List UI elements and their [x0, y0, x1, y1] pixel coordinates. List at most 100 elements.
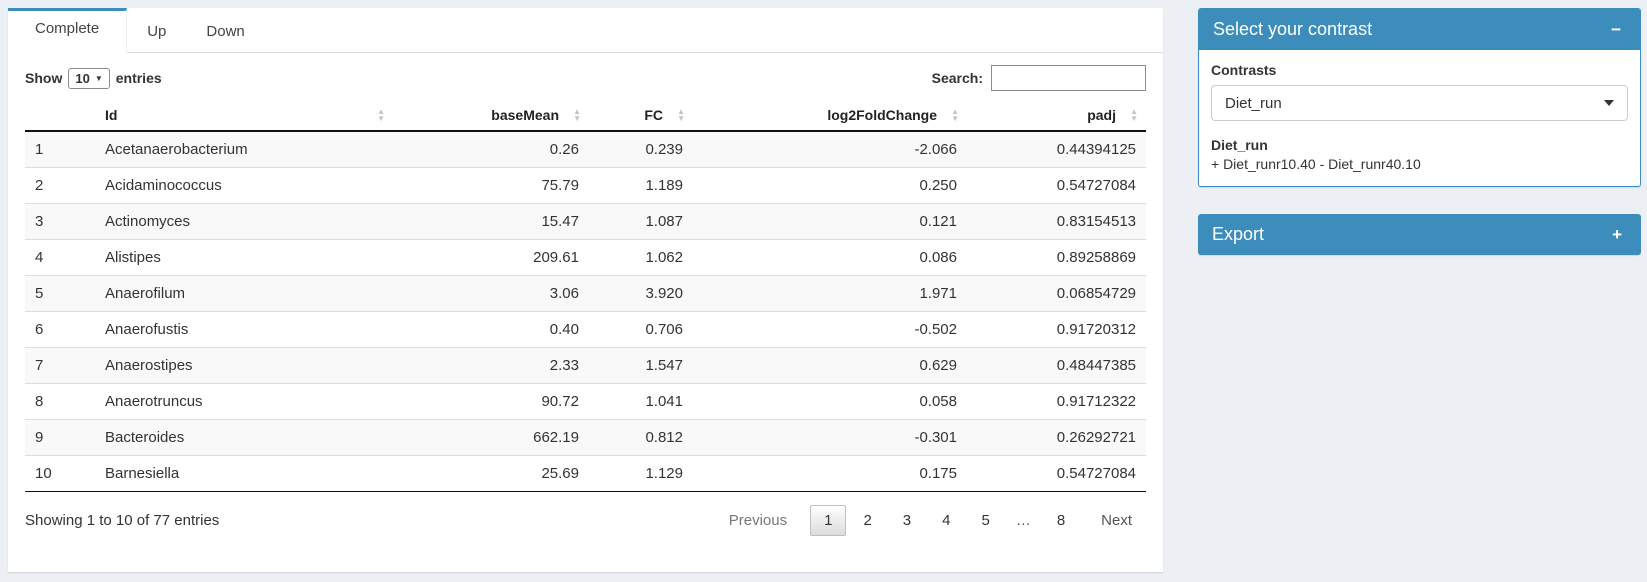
- tab-bar-filler: [264, 8, 1163, 53]
- export-box-header[interactable]: Export +: [1198, 214, 1641, 255]
- table-cell: 1.041: [589, 383, 693, 420]
- table-cell: 0.121: [693, 203, 967, 240]
- caret-down-icon: ▼: [94, 73, 103, 83]
- page-length-value: 10: [75, 70, 90, 86]
- row-index-cell: 1: [35, 141, 44, 158]
- pagination: Previous 1 2 3 4 5 … 8 Next: [712, 505, 1146, 536]
- pagination-page-3[interactable]: 3: [902, 512, 912, 529]
- table-cell: Alistipes: [95, 239, 393, 276]
- table-row: 6 Anaerofustis 0.40 0.706 -0.502 0.91720312: [25, 311, 1146, 348]
- table-cell: 0.44394125: [1056, 141, 1136, 158]
- table-cell: 1.971: [693, 275, 967, 312]
- pagination-page-2[interactable]: 2: [863, 512, 872, 529]
- page-length-select[interactable]: 10 ▼: [68, 67, 110, 89]
- table-cell: Barnesiella: [95, 455, 393, 492]
- table-cell: 3.920: [589, 275, 693, 312]
- column-header-fc[interactable]: FC ▲ ▼: [589, 100, 693, 132]
- expand-plus-icon[interactable]: +: [1612, 225, 1622, 244]
- show-label: Show: [25, 70, 63, 86]
- table-cell: 1.062: [589, 239, 693, 276]
- table-footer: Showing 1 to 10 of 77 entries Previous 1…: [8, 492, 1163, 549]
- column-header-index: [25, 100, 95, 132]
- pagination-next[interactable]: Next: [1101, 512, 1132, 529]
- table-cell: 0.250: [693, 167, 967, 204]
- table-row: 8 Anaerotruncus 90.72 1.041 0.058 0.91712322: [25, 383, 1146, 420]
- table-cell: 0.40: [393, 311, 589, 348]
- table-controls: Show 10 ▼ entries Search:: [8, 53, 1163, 100]
- sort-icon: ▲ ▼: [573, 107, 581, 123]
- table-cell: 90.72: [393, 383, 589, 420]
- tab-complete[interactable]: Complete: [8, 8, 128, 53]
- column-header-id[interactable]: Id ▲ ▼: [95, 100, 393, 132]
- search-control: Search:: [932, 65, 1146, 91]
- row-index-cell: 7: [25, 347, 95, 384]
- table-cell: 0.54727084: [967, 167, 1146, 204]
- table-cell: 0.48447385: [967, 347, 1146, 384]
- table-cell: Acetanaerobacterium: [105, 141, 248, 158]
- table-cell: Anaerotruncus: [95, 383, 393, 420]
- table-row: 9 Bacteroides 662.19 0.812 -0.301 0.26292721: [25, 419, 1146, 456]
- pagination-previous[interactable]: Previous: [728, 512, 788, 529]
- contrast-select[interactable]: Diet_run: [1211, 85, 1628, 121]
- table-cell: 3.06: [393, 275, 589, 312]
- row-index-cell: 4: [25, 239, 95, 276]
- table-cell: -0.502: [693, 311, 967, 348]
- column-header-basemean[interactable]: baseMean ▲ ▼: [393, 100, 589, 132]
- table-cell: 15.47: [393, 203, 589, 240]
- export-box-title: Export: [1212, 224, 1265, 244]
- sort-icon: ▲ ▼: [951, 107, 959, 123]
- table-cell: -2.066: [914, 141, 957, 158]
- sort-icon: ▲ ▼: [377, 107, 385, 123]
- contrast-box-header: Select your contrast −: [1199, 9, 1640, 50]
- page-length-control: Show 10 ▼ entries: [25, 67, 162, 89]
- column-header-log2foldchange[interactable]: log2FoldChange ▲ ▼: [693, 100, 967, 132]
- table-cell: 1.547: [589, 347, 693, 384]
- row-index-cell: 9: [25, 419, 95, 456]
- pagination-page-4[interactable]: 4: [942, 512, 951, 529]
- table-cell: 1.189: [589, 167, 693, 204]
- column-label: baseMean: [491, 107, 559, 123]
- table-cell: -0.301: [693, 419, 967, 456]
- pagination-page-5[interactable]: 5: [981, 512, 990, 529]
- pagination-ellipsis: …: [1015, 512, 1031, 529]
- row-index-cell: 6: [25, 311, 95, 348]
- table-row: 2 Acidaminococcus 75.79 1.189 0.250 0.5472708…: [25, 167, 1146, 204]
- table-row: 4 Alistipes 209.61 1.062 0.086 0.89258869: [25, 239, 1146, 276]
- table-cell: 0.239: [645, 141, 683, 158]
- column-label: padj: [1087, 107, 1116, 123]
- table-cell: 0.83154513: [967, 203, 1146, 240]
- pagination-page-1[interactable]: 1: [810, 505, 847, 536]
- tab-bar: Complete Up Down: [8, 8, 1163, 53]
- table-cell: 0.706: [589, 311, 693, 348]
- search-input[interactable]: [991, 65, 1146, 91]
- collapse-minus-icon[interactable]: −: [1611, 20, 1621, 39]
- pagination-page-8[interactable]: 8: [1056, 512, 1066, 529]
- table-cell: 0.54727084: [967, 455, 1146, 492]
- table-row: 7 Anaerostipes 2.33 1.547 0.629 0.48447385: [25, 347, 1146, 384]
- table-cell: Actinomyces: [95, 203, 393, 240]
- contrasts-label: Contrasts: [1211, 62, 1277, 78]
- table-cell: 2.33: [393, 347, 589, 384]
- row-index-cell: 2: [25, 167, 95, 204]
- tab-up[interactable]: Up: [127, 8, 187, 53]
- contrast-box-body: Contrasts Diet_run Diet_run + Diet_runr1…: [1199, 50, 1640, 186]
- table-row: 5 Anaerofilum 3.06 3.920 1.971 0.06854729: [25, 275, 1146, 312]
- table-cell: 209.61: [393, 239, 589, 276]
- column-label: log2FoldChange: [827, 107, 937, 123]
- tab-down[interactable]: Down: [186, 8, 265, 53]
- table-row: 10 Barnesiella 25.69 1.129 0.175 0.54727084: [25, 455, 1146, 492]
- table-cell: 0.812: [589, 419, 693, 456]
- column-header-padj[interactable]: padj ▲ ▼: [967, 100, 1146, 132]
- pagination-pages: 1 2 3 4 5 … 8: [807, 505, 1079, 536]
- table-cell: 75.79: [393, 167, 589, 204]
- contrast-detail-title: Diet_run: [1211, 137, 1268, 153]
- entries-label: entries: [115, 70, 162, 86]
- contrast-detail-formula: + Diet_runr10.40 - Diet_runr40.10: [1211, 156, 1421, 172]
- table-cell: 25.69: [393, 455, 589, 492]
- caret-down-icon: [1604, 100, 1614, 106]
- contrast-selected-value: Diet_run: [1225, 94, 1282, 112]
- contrast-detail: Diet_run + Diet_runr10.40 - Diet_runr40.…: [1211, 137, 1628, 172]
- table-cell: 0.26: [549, 141, 579, 158]
- sidebar: Select your contrast − Contrasts Diet_ru…: [1198, 8, 1641, 255]
- table-cell: Bacteroides: [95, 419, 393, 456]
